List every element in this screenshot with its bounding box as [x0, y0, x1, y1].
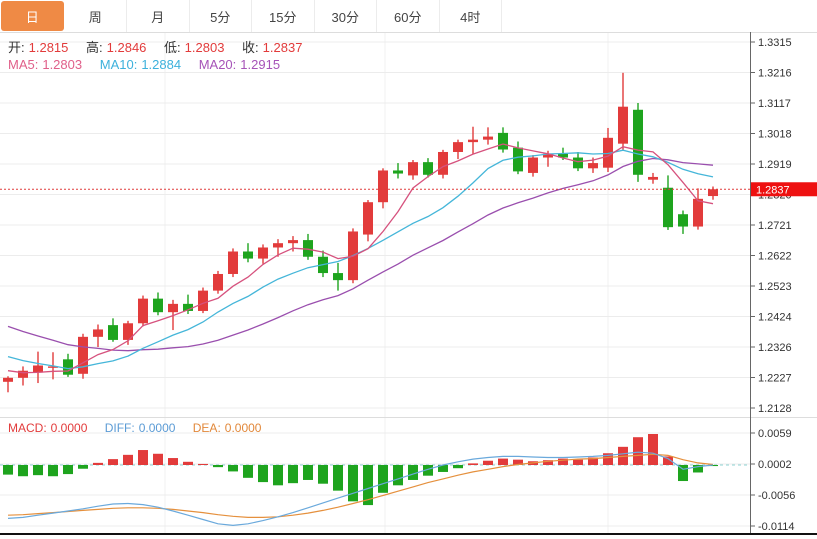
close-label: 收:: [242, 40, 259, 55]
ma20-label: MA20:: [198, 57, 237, 72]
current-price-badge: [751, 182, 817, 197]
macd-tick-label: 0.0002: [758, 459, 792, 471]
period-toolbar: 日 周 月 5分 15分 30分 60分 4时: [0, 0, 817, 33]
price-tick-label: 1.2128: [758, 403, 792, 415]
price-tick-label: 1.2523: [758, 281, 792, 293]
period-tab-month[interactable]: 月: [127, 0, 190, 32]
low-label: 低:: [164, 40, 181, 55]
low-value: 1.2803: [184, 40, 225, 55]
macd-value: 0.0000: [50, 421, 88, 435]
ma10-value: 1.2884: [141, 57, 182, 72]
macd-histogram: [3, 434, 718, 506]
open-value: 1.2815: [28, 40, 69, 55]
macd-tick-label: -0.0114: [758, 521, 795, 533]
diff-line: [7, 451, 714, 527]
period-tab-4hour[interactable]: 4时: [439, 0, 502, 32]
period-tab-60min[interactable]: 60分: [377, 0, 440, 32]
high-label: 高:: [86, 40, 103, 55]
price-tick-label: 1.2424: [758, 312, 792, 324]
ma20-value: 1.2915: [240, 57, 281, 72]
candlestick-layer: [3, 72, 718, 393]
period-tab-15min[interactable]: 15分: [252, 0, 315, 32]
period-tab-week[interactable]: 周: [64, 0, 127, 32]
close-value: 1.2837: [262, 40, 303, 55]
diff-label: DIFF:: [104, 421, 135, 435]
macd-tick-label: 0.0059: [758, 428, 792, 440]
price-tick-label: 1.3117: [758, 98, 791, 110]
price-tick-label: 1.3216: [758, 68, 792, 80]
current-price-badge-label: 1.2837: [756, 184, 790, 196]
dea-label: DEA:: [192, 421, 221, 435]
dea-value: 0.0000: [224, 421, 262, 435]
ohlc-readout: 开: 1.2815 高: 1.2846 低: 1.2803 收: 1.2837: [8, 37, 306, 56]
open-label: 开:: [8, 40, 25, 55]
price-tick-label: 1.3018: [758, 129, 792, 141]
price-tick-label: 1.3315: [758, 37, 792, 49]
ma10-label: MA10:: [99, 57, 138, 72]
ma20-line: [7, 157, 714, 352]
macd-label: MACD:: [8, 421, 47, 435]
price-tick-label: 1.2326: [758, 342, 792, 354]
price-tick-label: 1.2919: [758, 159, 792, 171]
period-tab-5min[interactable]: 5分: [189, 0, 252, 32]
ma-readout: MA5: 1.2803 MA10: 1.2884 MA20: 1.2915: [8, 57, 284, 72]
price-tick-label: 1.2227: [758, 373, 792, 385]
dea-line: [7, 453, 714, 519]
ma5-label: MA5:: [8, 57, 39, 72]
ma5-line: [7, 143, 714, 374]
ma5-value: 1.2803: [42, 57, 83, 72]
period-tab-day[interactable]: 日: [1, 1, 64, 31]
diff-value: 0.0000: [138, 421, 176, 435]
price-tick-label: 1.2721: [758, 220, 792, 232]
macd-readout: MACD: 0.0000 DIFF: 0.0000 DEA: 0.0000: [8, 421, 265, 435]
period-tab-30min[interactable]: 30分: [314, 0, 377, 32]
high-value: 1.2846: [106, 40, 147, 55]
price-tick-label: 1.2622: [758, 251, 792, 263]
macd-tick-label: -0.0056: [758, 490, 795, 502]
